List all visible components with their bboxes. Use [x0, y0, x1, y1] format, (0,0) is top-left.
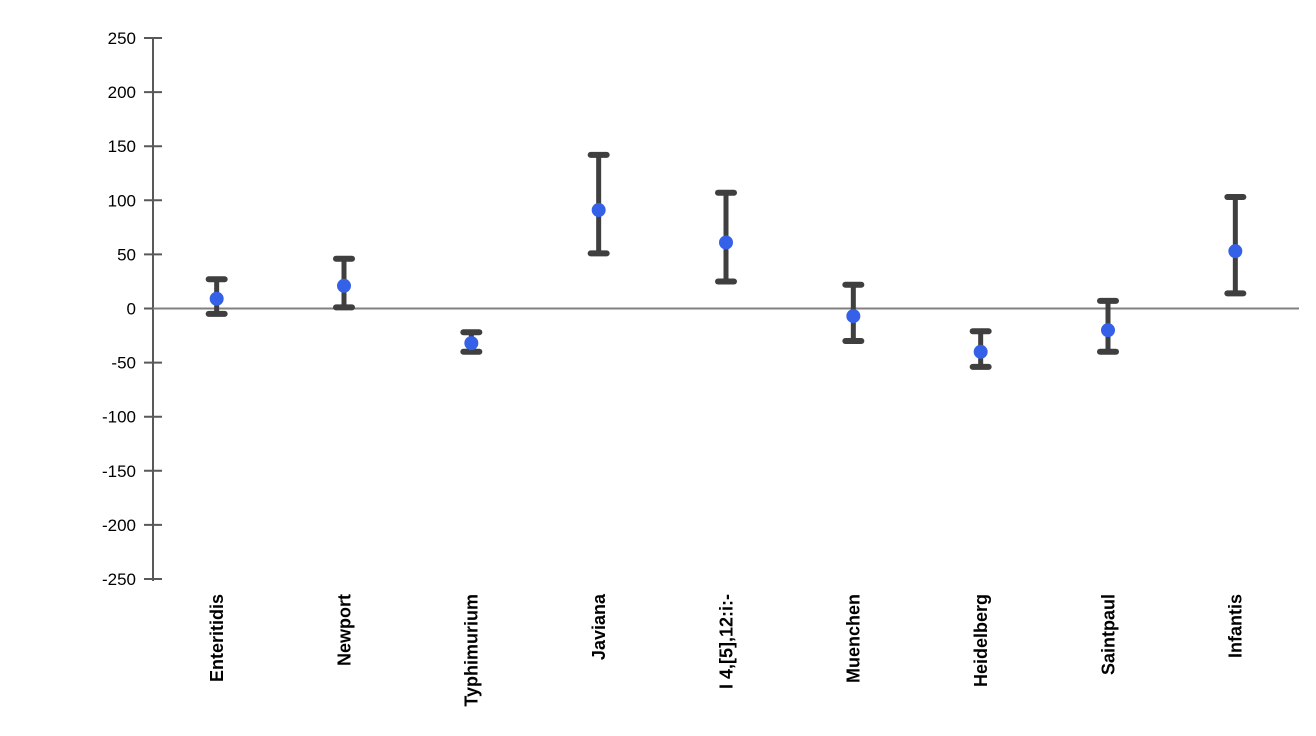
x-category-label: Newport: [334, 594, 354, 666]
x-category-label: Typhimurium: [462, 594, 482, 707]
x-category-label: Heidelberg: [971, 594, 991, 687]
x-category-label: Infantis: [1226, 594, 1246, 658]
y-tick-label: -50: [111, 354, 136, 373]
y-tick-label: -150: [102, 462, 136, 481]
y-tick-label: -250: [102, 570, 136, 589]
data-point-marker: [846, 309, 861, 324]
data-point-marker: [209, 291, 224, 306]
x-category-label: Javiana: [589, 593, 609, 660]
x-category-label: Saintpaul: [1098, 594, 1118, 675]
x-category-label: I 4,[5],12:i:-: [716, 594, 736, 689]
y-tick-label: -200: [102, 516, 136, 535]
y-tick-label: 0: [127, 299, 136, 318]
x-category-label: Enteritidis: [207, 594, 227, 682]
y-tick-label: 250: [108, 29, 136, 48]
data-point-marker: [1228, 244, 1243, 259]
y-tick-label: 50: [117, 245, 136, 264]
data-point-marker: [591, 203, 606, 218]
x-category-label: Muenchen: [844, 594, 864, 683]
data-point-marker: [464, 336, 479, 351]
data-point-marker: [973, 344, 988, 359]
data-point-marker: [1101, 323, 1115, 338]
y-tick-label: 150: [108, 137, 136, 156]
y-tick-label: 200: [108, 83, 136, 102]
y-tick-label: 100: [108, 191, 136, 210]
data-point-marker: [719, 235, 733, 250]
data-point-marker: [337, 278, 351, 293]
y-tick-label: -100: [102, 408, 136, 427]
